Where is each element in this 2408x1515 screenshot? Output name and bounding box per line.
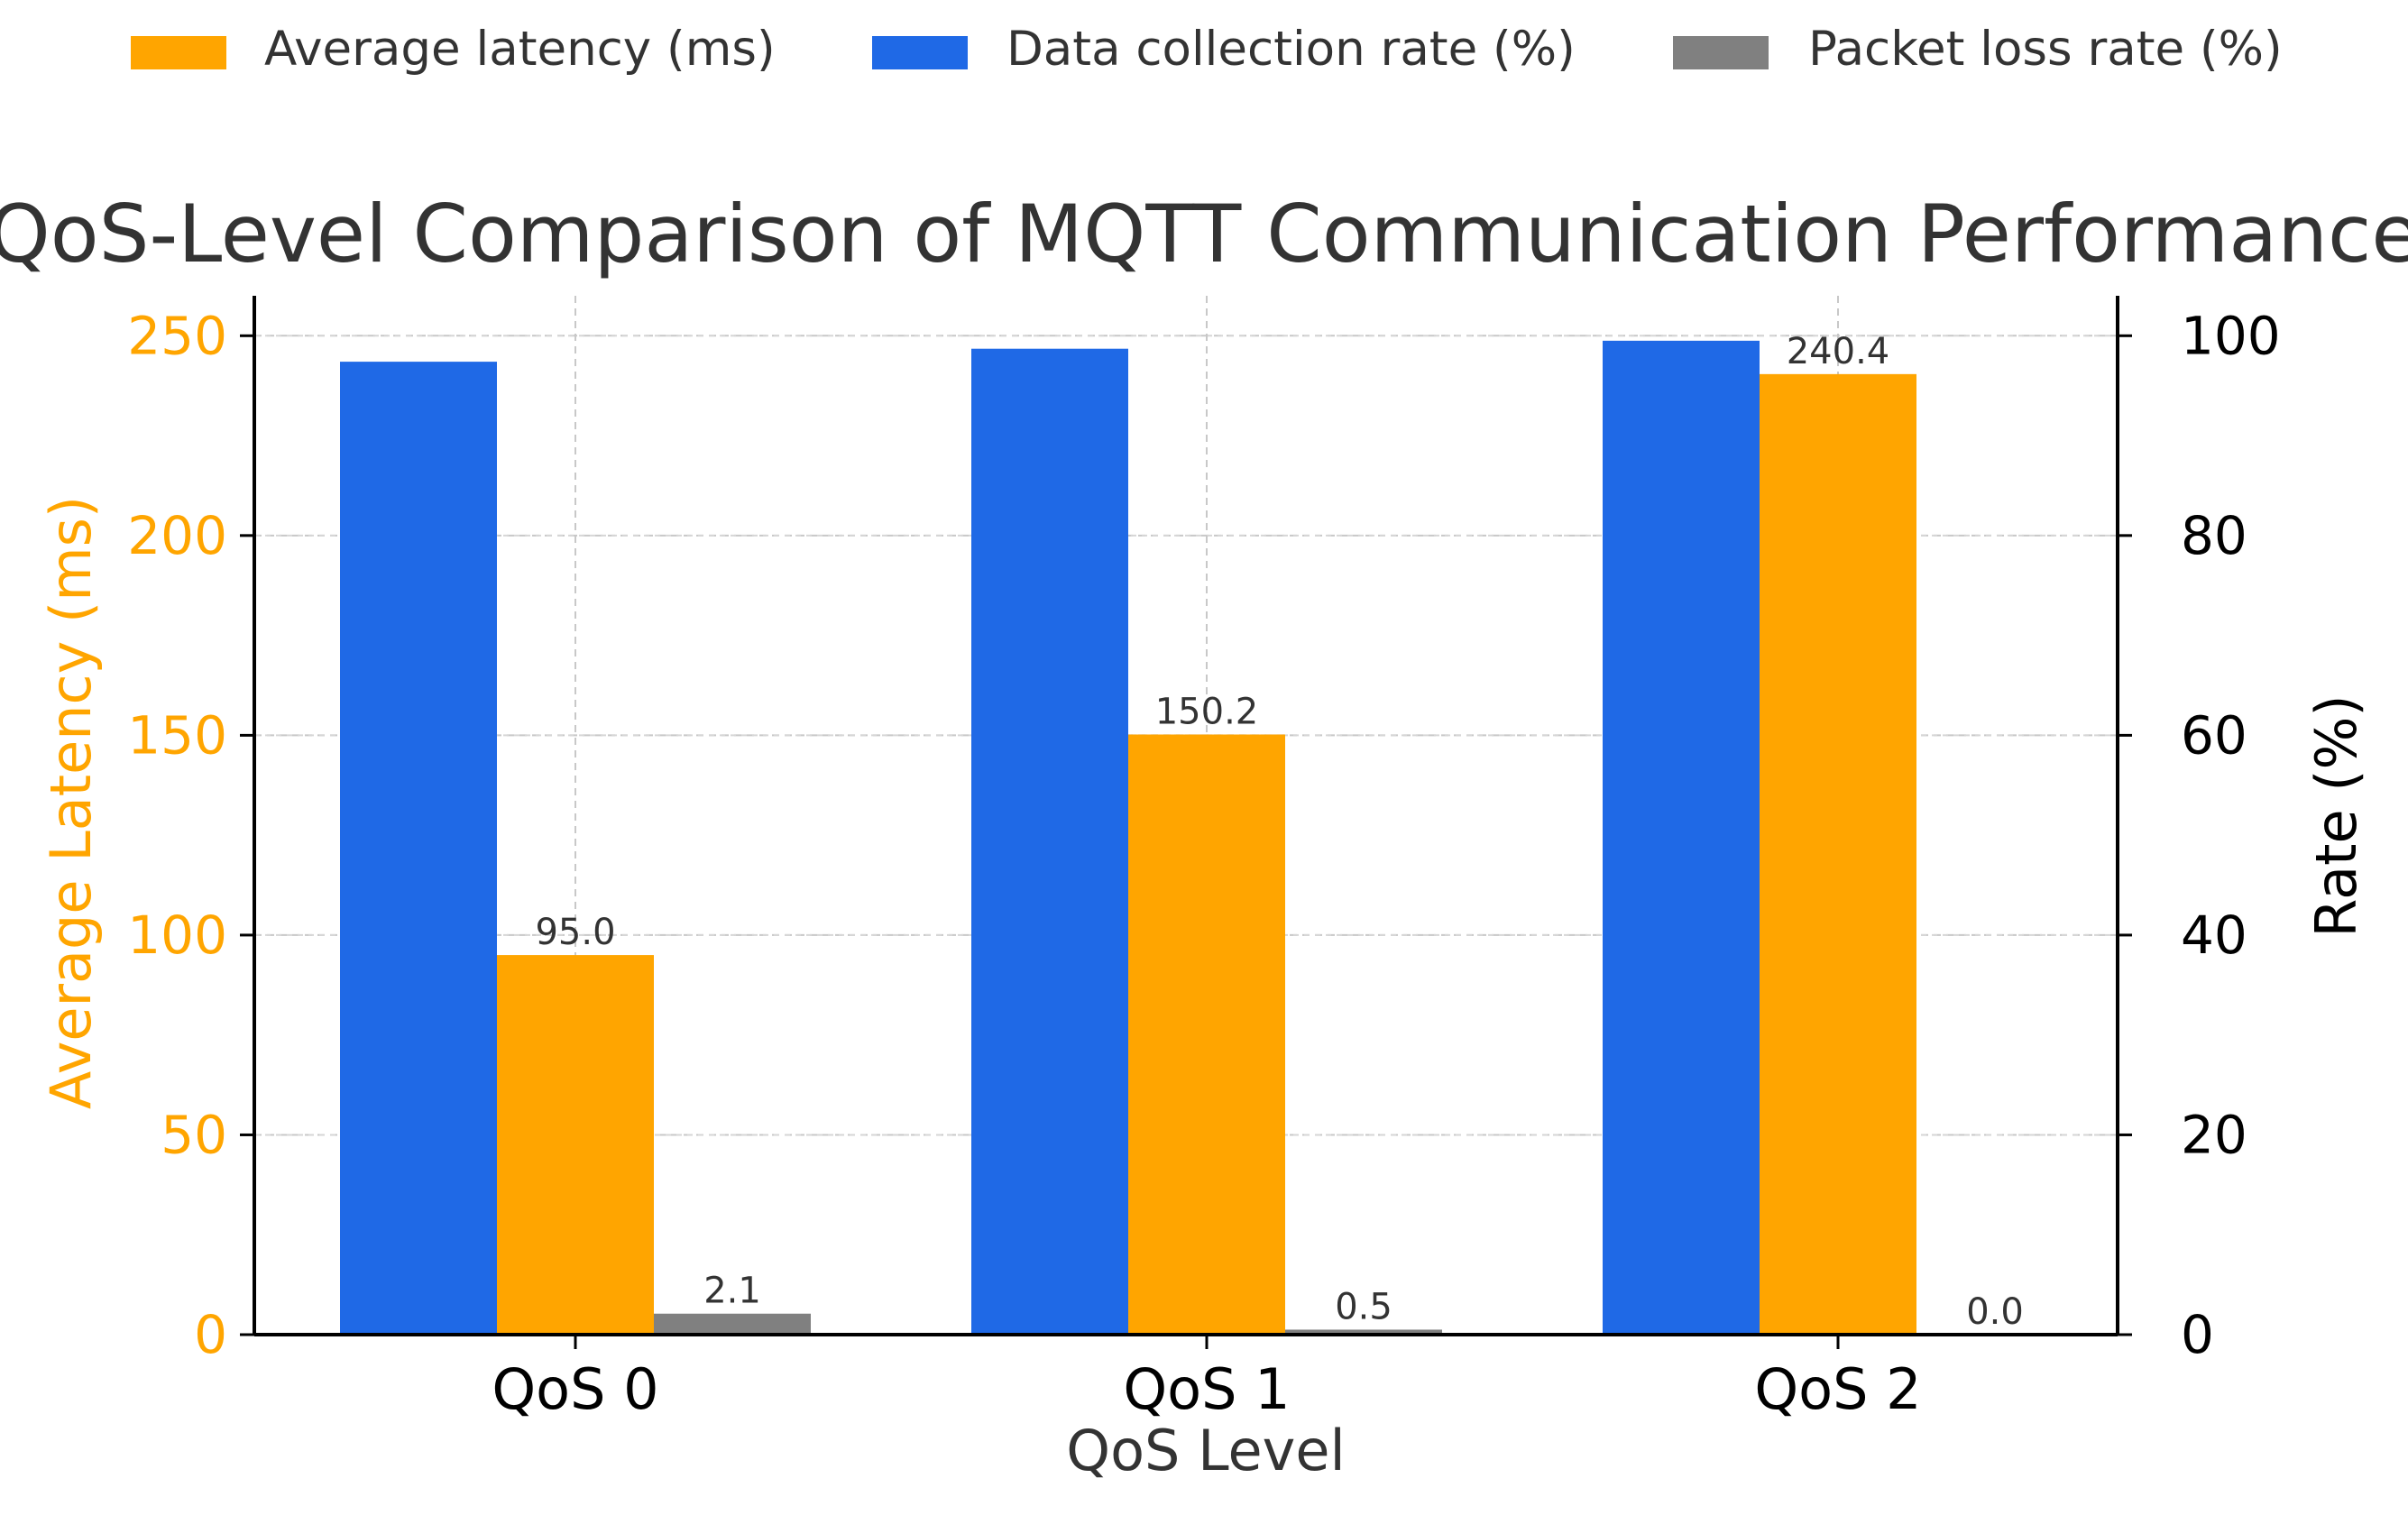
bar-average-latency-2 bbox=[1760, 373, 1916, 1336]
y-left-tick-label-0: 0 bbox=[194, 1304, 227, 1365]
bar-average-latency-1 bbox=[1128, 734, 1285, 1335]
value-labels: 95.0 150.2 240.4 2.1 0.5 0.0 bbox=[535, 331, 2023, 1333]
legend-label-loss: Packet loss rate (%) bbox=[1808, 22, 2283, 77]
bar-packet-loss-1 bbox=[1285, 1329, 1442, 1335]
value-label-packet-loss-2: 0.0 bbox=[1966, 1291, 2024, 1333]
y-left-tick-label-4: 200 bbox=[127, 505, 227, 566]
y-left-tick-label-1: 50 bbox=[161, 1104, 227, 1165]
bar-data-collection-0 bbox=[340, 362, 497, 1336]
axes: 0 50 100 150 200 250 0 20 40 60 80 100 QoS 0 QoS 1 QoS… bbox=[127, 296, 2281, 1422]
value-label-packet-loss-1: 0.5 bbox=[1335, 1286, 1392, 1327]
y-left-tick-label-3: 150 bbox=[127, 704, 227, 766]
bar-data-collection-2 bbox=[1603, 340, 1760, 1335]
value-label-average-latency-2: 240.4 bbox=[1787, 331, 1890, 372]
value-label-average-latency-0: 95.0 bbox=[535, 912, 615, 953]
legend-swatch-loss bbox=[1673, 36, 1769, 69]
x-tick-label-0: QoS 0 bbox=[492, 1356, 658, 1422]
x-tick-label-1: QoS 1 bbox=[1123, 1356, 1290, 1422]
value-label-packet-loss-0: 2.1 bbox=[703, 1271, 761, 1312]
y-axis-left-title: Average Latency (ms) bbox=[38, 496, 104, 1109]
y-right-tick-label-5: 100 bbox=[2181, 305, 2281, 366]
y-right-tick-label-0: 0 bbox=[2181, 1304, 2214, 1365]
bar-data-collection-1 bbox=[971, 348, 1128, 1335]
legend: Average latency (ms) Data collection rat… bbox=[131, 22, 2283, 77]
legend-label-collection: Data collection rate (%) bbox=[1006, 22, 1576, 77]
y-right-tick-label-4: 80 bbox=[2181, 505, 2247, 566]
legend-swatch-latency bbox=[131, 36, 226, 69]
bar-average-latency-0 bbox=[497, 955, 654, 1335]
legend-swatch-collection bbox=[872, 36, 968, 69]
legend-label-latency: Average latency (ms) bbox=[264, 22, 776, 77]
bar-packet-loss-0 bbox=[654, 1313, 811, 1335]
chart-title: QoS-Level Comparison of MQTT Communicati… bbox=[0, 188, 2408, 280]
x-tick-label-2: QoS 2 bbox=[1754, 1356, 1921, 1422]
bars bbox=[340, 340, 1916, 1336]
y-axis-right-title: Rate (%) bbox=[2303, 694, 2369, 937]
y-right-tick-label-2: 40 bbox=[2181, 904, 2247, 966]
value-label-average-latency-1: 150.2 bbox=[1155, 691, 1259, 732]
y-right-tick-label-1: 20 bbox=[2181, 1104, 2247, 1165]
y-left-tick-label-2: 100 bbox=[127, 904, 227, 966]
y-right-tick-label-3: 60 bbox=[2181, 704, 2247, 766]
x-axis-title: QoS Level bbox=[1066, 1418, 1345, 1483]
y-left-tick-label-5: 250 bbox=[127, 305, 227, 366]
